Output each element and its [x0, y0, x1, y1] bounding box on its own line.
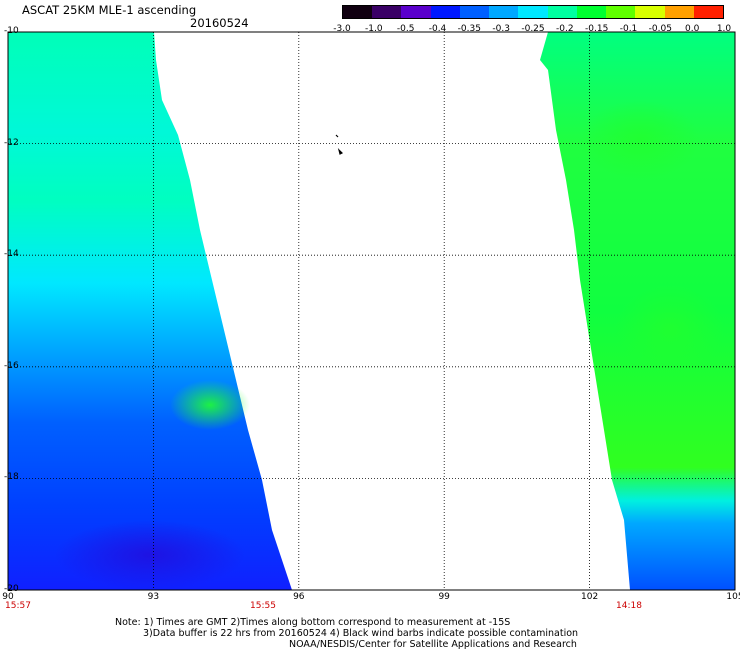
longitude-label: 96 [293, 592, 305, 602]
colorbar-tick-label: -0.25 [521, 24, 545, 34]
latitude-label: -18 [4, 472, 19, 483]
longitude-label: 102 [581, 592, 599, 602]
left-swath-blue-patch [55, 520, 245, 590]
colorbar-swatch [547, 6, 577, 18]
colorbar-swatch [518, 6, 548, 18]
graticule [7, 31, 736, 591]
colorbar-swatch [606, 6, 636, 18]
colorbar-tick-label: -0.2 [556, 24, 574, 34]
map-title: ASCAT 25KM MLE-1 ascending [22, 3, 197, 17]
colorbar-swatch [693, 6, 724, 18]
map-date: 20160524 [190, 16, 249, 30]
colorbar-tick-label: 1.0 [716, 24, 732, 34]
note-line-1: Note: 1) Times are GMT 2)Times along bot… [115, 617, 511, 628]
colorbar-swatch [343, 6, 373, 18]
latitude-label: -14 [4, 249, 19, 260]
time-label-right: 14:18 [616, 601, 642, 611]
colorbar-swatch [430, 6, 460, 18]
left-swath-green-patch [170, 380, 250, 430]
colorbar-swatch [635, 6, 665, 18]
colorbar-tick-label: -3.0 [333, 24, 351, 34]
colorbar-swatch [664, 6, 694, 18]
colorbar-swatch [372, 6, 402, 18]
latitude-label: -16 [4, 360, 19, 371]
time-label-middle: 15:55 [250, 601, 276, 611]
longitude-label: 105 [726, 592, 740, 602]
colorbar-tick-label: -1.0 [365, 24, 383, 34]
colorbar-swatch [401, 6, 431, 18]
colorbar-tick-label: -0.5 [396, 24, 415, 34]
island-marker [335, 134, 344, 155]
right-swath-green-patch-2 [615, 285, 725, 375]
colorbar-tick-label: -0.05 [648, 24, 672, 34]
colorbar-tick-label: -0.15 [585, 24, 609, 34]
latitude-label: -10 [4, 26, 19, 36]
colorbar-tick-label: -0.3 [492, 24, 510, 34]
colorbar [342, 5, 724, 19]
colorbar-swatch [459, 6, 490, 18]
left-swath [8, 32, 292, 590]
longitude-label: 99 [438, 592, 450, 602]
longitude-label: 93 [147, 592, 160, 602]
latitude-label: -12 [4, 137, 19, 148]
time-label-left: 15:57 [5, 601, 31, 611]
colorbar-tick-label: 0.0 [684, 24, 700, 34]
right-swath-green-patch-1 [580, 100, 700, 180]
colorbar-swatch [489, 6, 519, 18]
longitude-label: 90 [2, 592, 14, 602]
colorbar-tick-label: -0.1 [619, 24, 638, 34]
latitude-label: -20 [4, 584, 19, 594]
note-line-2: 3)Data buffer is 22 hrs from 20160524 4)… [143, 628, 579, 639]
colorbar-tick-label: -0.35 [457, 24, 481, 34]
note-line-3: NOAA/NESDIS/Center for Satellite Applica… [289, 639, 577, 650]
colorbar-swatch [576, 6, 607, 18]
colorbar-tick-label: -0.4 [428, 24, 447, 34]
